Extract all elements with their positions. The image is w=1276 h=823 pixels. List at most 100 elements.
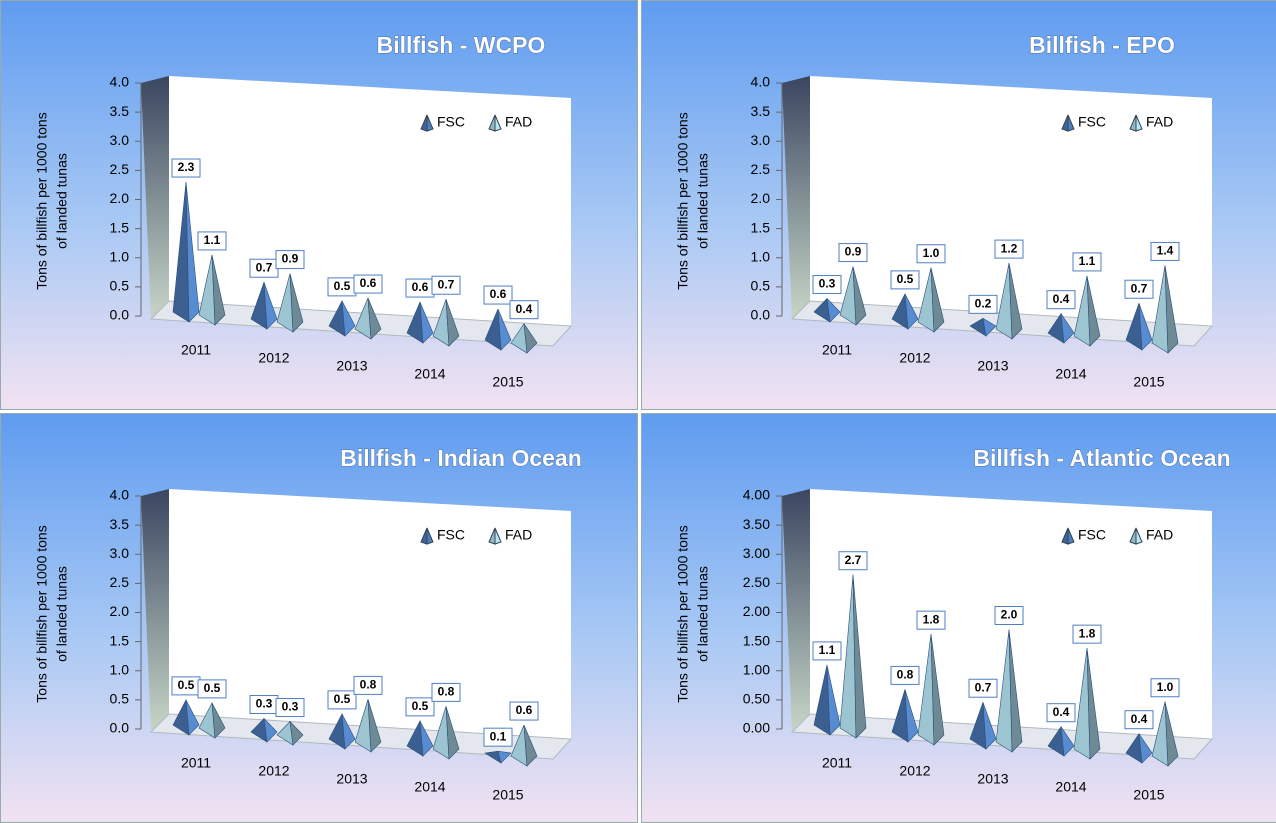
data-label-box (1150, 678, 1180, 698)
chart-title: Billfish - WCPO (377, 32, 546, 58)
pyramid-face (211, 702, 226, 739)
pyramid-face (904, 293, 919, 330)
y-tick-label: 0.5 (751, 278, 771, 294)
pyramid (510, 724, 538, 767)
pyramid (510, 322, 538, 354)
data-label-box (1072, 252, 1102, 272)
y-tick-label: 0.50 (743, 691, 770, 707)
pyramid-face (852, 266, 867, 326)
data-label-box (405, 697, 435, 717)
pyramid-face (367, 297, 382, 340)
pyramid-face (930, 267, 945, 333)
y-axis-label: Tons of billfish per 1000 tons (34, 112, 50, 289)
y-tick-label: 2.0 (110, 603, 130, 619)
chart-panel: Billfish - EPO Tons of billfish per 1000 … (641, 0, 1276, 410)
data-label: 1.0 (1157, 680, 1174, 694)
y-tick-label: 3.0 (751, 132, 771, 148)
y-tick-label: 2.5 (751, 161, 771, 177)
pyramid (917, 634, 945, 746)
pyramid-face (367, 699, 382, 753)
data-label: 0.3 (282, 700, 299, 714)
data-label: 0.4 (1131, 712, 1148, 726)
y-tick-label: 0.5 (110, 691, 130, 707)
pyramid (276, 720, 304, 746)
data-label: 0.6 (360, 276, 377, 290)
y-tick-label: 2.0 (110, 190, 130, 206)
y-axis-label: Tons of billfish per 1000 tons (675, 112, 691, 289)
y-axis-label: Tons of billfish per 1000 tons (675, 525, 691, 702)
data-label-box (353, 274, 383, 294)
x-tick-label: 2014 (1055, 366, 1086, 382)
data-label-box (483, 727, 513, 747)
data-label: 1.8 (923, 612, 940, 626)
pyramid-face (904, 689, 919, 743)
legend-label: FSC (437, 527, 465, 543)
x-tick-label: 2011 (822, 342, 852, 358)
data-label-box (812, 275, 842, 295)
y-tick-label: 2.5 (110, 574, 130, 590)
data-label: 0.4 (1053, 705, 1070, 719)
pyramid-face (1008, 629, 1023, 753)
legend-swatch (1135, 114, 1143, 132)
pyramid (839, 266, 867, 326)
x-tick-label: 2013 (336, 358, 367, 374)
data-label: 2.3 (178, 160, 195, 174)
pyramid-face (419, 720, 434, 757)
data-label: 1.1 (1079, 254, 1096, 268)
pyramid-face (523, 724, 538, 767)
y-axis-label: Tons of billfish per 1000 tons (34, 525, 50, 702)
data-label: 0.8 (360, 678, 377, 692)
legend-label: FAD (1146, 527, 1173, 543)
pyramid (891, 292, 919, 330)
data-label: 1.4 (1157, 244, 1174, 258)
y-axis-label: of landed tunas (54, 566, 70, 662)
side-wall (782, 76, 810, 319)
pyramid-face (185, 699, 200, 736)
x-tick-label: 2012 (258, 763, 289, 779)
data-label-box (968, 294, 998, 314)
y-tick-label: 4.0 (110, 487, 130, 503)
pyramid-face (445, 706, 460, 760)
chart-panel: Billfish - WCPO Tons of billfish per 1000… (0, 0, 638, 410)
pyramid (484, 308, 512, 351)
data-label-box (994, 239, 1024, 259)
data-label: 0.6 (412, 280, 429, 294)
data-label: 0.5 (178, 678, 195, 692)
data-label: 0.5 (334, 692, 351, 706)
data-label: 1.1 (819, 643, 836, 657)
x-tick-label: 2013 (336, 771, 367, 787)
x-tick-label: 2011 (822, 755, 852, 771)
data-label: 0.6 (516, 703, 533, 717)
y-tick-label: 3.0 (110, 545, 130, 561)
y-tick-label: 1.50 (743, 632, 770, 648)
legend-swatch (426, 527, 434, 545)
y-tick-label: 3.5 (110, 516, 130, 532)
pyramid (354, 297, 382, 340)
y-tick-label: 3.5 (751, 103, 771, 119)
legend-label: FAD (1146, 114, 1173, 130)
pyramid-face (826, 664, 841, 736)
data-label: 0.4 (516, 302, 533, 316)
pyramid-face (1086, 275, 1101, 347)
data-label-box (171, 158, 201, 178)
side-wall (782, 489, 810, 732)
pyramid (839, 574, 867, 739)
data-label: 1.1 (204, 233, 221, 247)
pyramid (917, 267, 945, 333)
x-tick-label: 2011 (181, 342, 211, 358)
y-axis-label: of landed tunas (695, 153, 711, 249)
data-label-box (353, 675, 383, 695)
data-label: 0.2 (975, 297, 992, 311)
pyramid (172, 698, 200, 736)
pyramid-face (930, 634, 945, 746)
x-tick-label: 2011 (181, 755, 211, 771)
pyramid-face (263, 282, 278, 330)
data-label-box (197, 679, 227, 699)
data-label: 2.7 (845, 553, 862, 567)
x-tick-label: 2015 (492, 787, 523, 803)
legend-swatch (494, 527, 502, 545)
pyramid (328, 299, 356, 337)
legend-swatch (1135, 527, 1143, 545)
pyramid (432, 299, 460, 347)
